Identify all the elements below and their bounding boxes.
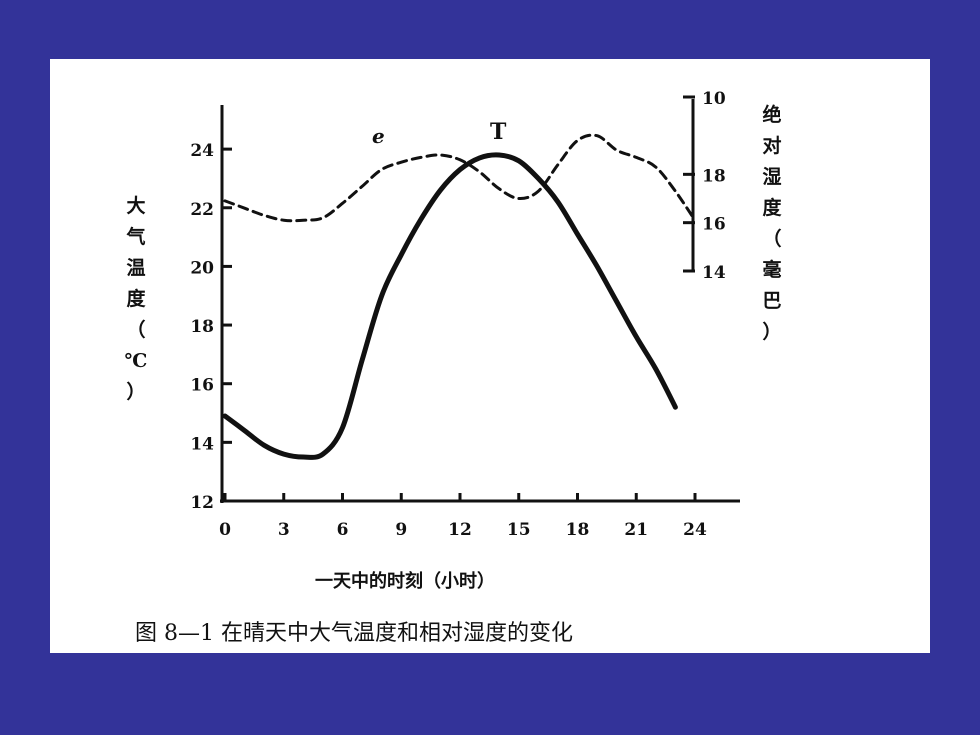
x-tick-label: 18 xyxy=(566,520,590,540)
axis-title-glyph: 度 xyxy=(126,287,146,310)
x-tick-label: 15 xyxy=(507,520,531,540)
axis-title-glyph: 绝 xyxy=(762,103,781,126)
axis-title-glyph: （ xyxy=(762,227,781,250)
axis-title-glyph: 湿 xyxy=(762,166,781,188)
y-left-axis-title: 大气温度 （ ℃ ） xyxy=(125,194,148,403)
x-tick-label: 3 xyxy=(278,520,290,540)
axis-title-glyph: 巴 xyxy=(762,290,781,312)
x-tick-label: 24 xyxy=(683,520,707,540)
axis-title-glyph: 对 xyxy=(762,134,781,157)
slide-panel: 0 3 6 9 12 15 18 21 24 12 14 16 18 20 22 24 14 16 18 10 大气温… xyxy=(50,59,930,653)
annotation-e: e xyxy=(372,124,385,148)
axis-title-glyph: 气 xyxy=(125,225,145,248)
y-right-tick-label: 14 xyxy=(702,263,726,283)
x-tick-label: 21 xyxy=(624,520,648,540)
axis-title-glyph: 度 xyxy=(762,196,782,219)
axis-title-glyph: 温 xyxy=(126,257,145,279)
y-left-tick-label: 24 xyxy=(190,141,214,161)
y-left-tick-label: 18 xyxy=(190,317,214,337)
x-axis-title: 一天中的时刻（小时） xyxy=(315,571,495,592)
axis-title-glyph: 毫 xyxy=(762,258,781,281)
x-tick-label: 9 xyxy=(395,520,407,540)
y-left-tick-label: 22 xyxy=(190,200,214,220)
chart-svg: 0 3 6 9 12 15 18 21 24 12 14 16 18 20 22 24 14 16 18 10 大气温… xyxy=(125,89,783,540)
series-line-T xyxy=(222,152,678,460)
series-layer xyxy=(222,133,697,460)
axis-title-glyph: ） xyxy=(126,380,145,403)
figure-caption: 图 8—1 在晴天中大气温度和相对湿度的变化 xyxy=(135,621,573,646)
axis-title-glyph: ） xyxy=(762,320,781,343)
y-left-tick-label: 12 xyxy=(190,493,214,513)
y-right-axis-title: 绝对湿度 （ 毫巴 ） xyxy=(762,103,782,343)
annotation-T: T xyxy=(490,119,507,145)
x-tick-label: 12 xyxy=(448,520,472,540)
y-right-tick-label: 18 xyxy=(702,166,726,186)
y-left-tick-label: 20 xyxy=(190,258,214,278)
ticks-layer: 0 3 6 9 12 15 18 21 24 12 14 16 18 20 22 24 14 16 18 10 xyxy=(190,89,726,540)
axis-title-glyph: ℃ xyxy=(125,350,148,372)
axis-title-glyph: （ xyxy=(126,318,145,341)
y-right-tick-label: 10 xyxy=(702,89,726,109)
y-left-tick-label: 14 xyxy=(190,434,214,454)
axis-title-glyph: 大 xyxy=(126,194,145,217)
y-right-tick-label: 16 xyxy=(702,215,726,235)
x-tick-label: 0 xyxy=(219,520,231,540)
y-left-tick-label: 16 xyxy=(190,376,214,396)
x-tick-label: 6 xyxy=(337,520,349,540)
series-line-e xyxy=(223,133,697,223)
